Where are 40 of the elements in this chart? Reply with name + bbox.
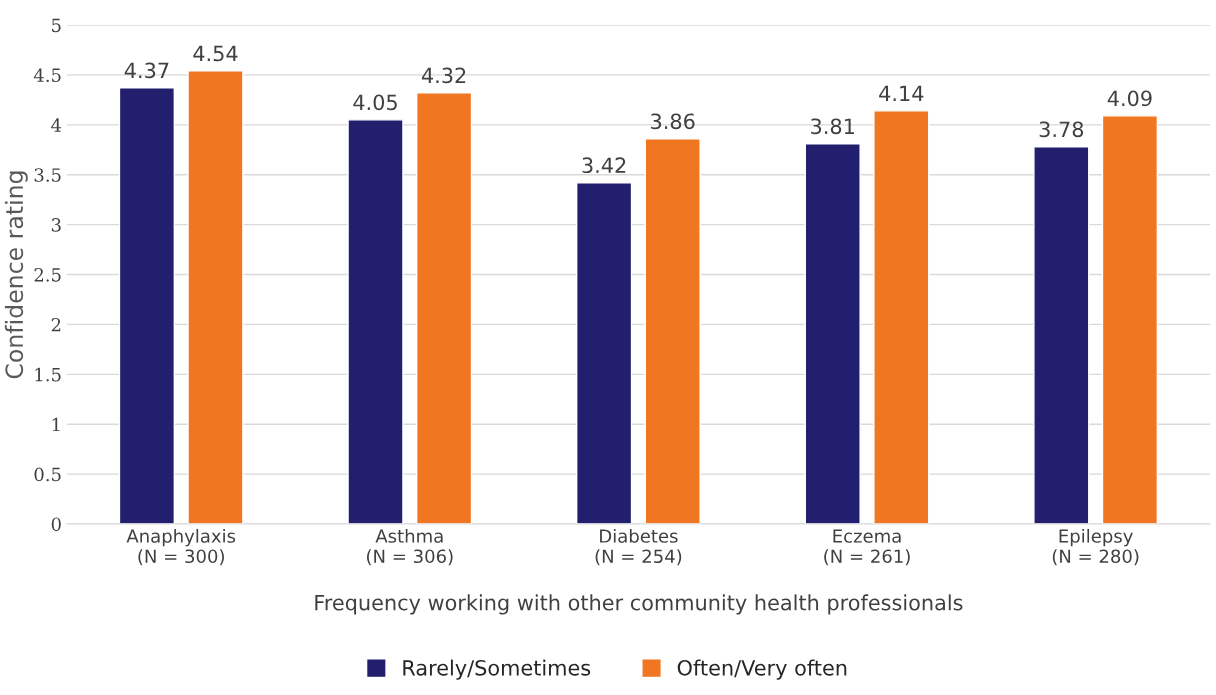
bar xyxy=(347,119,404,525)
bar xyxy=(804,143,861,525)
y-tick-label: 3 xyxy=(51,218,61,232)
x-tick-label: Anaphylaxis (N = 300) xyxy=(126,528,236,566)
legend-label: Often/Very often xyxy=(677,659,847,680)
y-tick-label: 2.5 xyxy=(34,267,61,282)
data-label: 4.37 xyxy=(124,62,169,79)
y-tick-label: 0.5 xyxy=(34,467,61,482)
x-tick-label: Epilepsy (N = 280) xyxy=(1052,528,1139,566)
bar xyxy=(1101,115,1159,525)
data-label: 3.86 xyxy=(651,113,695,130)
bar xyxy=(644,138,701,525)
data-label: 4.14 xyxy=(879,85,924,101)
x-tick-label: Asthma (N = 306) xyxy=(367,528,453,566)
y-tick-label: 3.5 xyxy=(34,168,61,182)
x-axis-title: Frequency working with other community health professionals xyxy=(315,594,963,615)
data-label: 4.54 xyxy=(193,45,238,62)
data-label: 4.09 xyxy=(1107,90,1152,107)
data-label: 3.81 xyxy=(811,118,854,135)
data-label: 3.78 xyxy=(1039,121,1084,138)
bar xyxy=(187,70,244,525)
data-label: 4.32 xyxy=(421,67,466,84)
y-tick-label: 5 xyxy=(52,18,61,33)
y-axis-title: Confidence rating xyxy=(4,171,28,379)
y-tick-label: 4 xyxy=(51,118,62,132)
data-label: 4.05 xyxy=(353,94,397,111)
x-tick-label: Diabetes (N = 254) xyxy=(595,528,682,566)
y-tick-label: 2 xyxy=(51,317,61,332)
y-tick-label: 4.5 xyxy=(33,68,61,83)
bar xyxy=(1033,146,1090,525)
data-label: 3.42 xyxy=(582,157,626,174)
bar xyxy=(415,92,473,525)
x-tick-label: Eczema (N = 261) xyxy=(824,529,910,566)
y-tick-label: 1.5 xyxy=(35,367,61,382)
y-tick-label: 0 xyxy=(51,517,61,532)
bar xyxy=(118,87,176,525)
bar xyxy=(873,110,930,525)
y-tick-label: 1 xyxy=(52,417,60,432)
bar xyxy=(575,182,633,525)
legend-label: Rarely/Sometimes xyxy=(403,659,591,680)
